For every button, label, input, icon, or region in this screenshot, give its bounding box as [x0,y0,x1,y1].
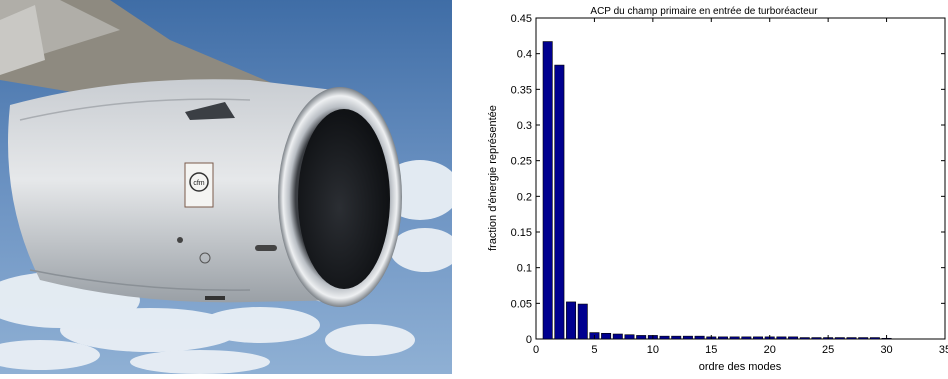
bar-mode-6 [601,332,612,340]
bar-mode-21 [776,336,787,340]
bar-mode-17 [729,336,740,340]
y-tick-label: 0.2 [517,191,532,203]
engine-photo: cfm [0,0,452,374]
bar-mode-7 [612,333,623,340]
y-tick-label: 0.35 [511,84,532,96]
y-tick-label: 0.15 [511,227,532,239]
bar-mode-27 [846,337,857,340]
bar-mode-19 [753,336,764,340]
x-axis-ticks: 0 5 10 15 20 25 30 35 [533,18,948,356]
y-tick-label: 0.4 [517,49,532,61]
x-tick-label: 25 [822,344,834,356]
y-tick-label: 0.1 [517,263,532,275]
y-axis-ticks: 0 0.05 0.1 0.15 0.2 0.25 0.3 0.35 0.4 0.45 [511,13,945,346]
chart-title: ACP du champ primaire en entrée de turbo… [590,6,818,17]
bar-mode-18 [741,336,752,340]
x-tick-label: 20 [764,344,776,356]
bar-mode-22 [788,336,799,340]
y-tick-label: 0.25 [511,156,532,168]
bar-mode-1 [542,41,553,340]
x-tick-label: 10 [647,344,659,356]
y-tick-label: 0 [526,334,532,346]
plot-area [535,17,946,340]
bar-mode-23 [799,337,810,340]
bar-mode-28 [858,337,869,340]
engine-badge-text: cfm [193,180,204,187]
x-tick-label: 0 [533,344,539,356]
x-tick-label: 30 [880,344,892,356]
bar-mode-2 [554,64,565,340]
pca-energy-chart: ACP du champ primaire en entrée de turbo… [452,0,948,374]
bar-mode-26 [834,337,845,340]
bar-chart-svg: ACP du champ primaire en entrée de turbo… [487,6,948,373]
bar-mode-11 [659,335,670,340]
y-tick-label: 0.45 [511,13,532,25]
y-axis-label: fraction d'énergie représentée [487,105,499,251]
x-axis-label: ordre des modes [699,361,782,373]
bar-mode-24 [811,337,822,340]
y-tick-label: 0.3 [517,120,532,132]
bar-mode-9 [636,335,647,340]
bar-mode-12 [671,335,682,340]
bar-mode-14 [694,335,705,340]
x-tick-label: 35 [939,344,948,356]
x-tick-label: 5 [591,344,597,356]
x-tick-label: 15 [705,344,717,356]
y-tick-label: 0.05 [511,298,532,310]
turbofan-engine-photo-icon: cfm [0,0,452,374]
bar-mode-4 [577,303,588,340]
bar-mode-29 [869,337,880,340]
bar-mode-3 [566,301,577,340]
bar-mode-13 [682,335,693,340]
bar-mode-8 [624,334,635,340]
bar-mode-16 [717,336,728,340]
